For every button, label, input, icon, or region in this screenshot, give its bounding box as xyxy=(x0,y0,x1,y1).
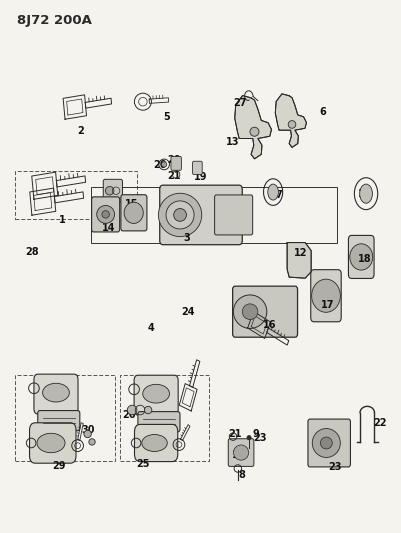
Text: 21: 21 xyxy=(166,171,180,181)
FancyBboxPatch shape xyxy=(228,439,253,466)
Ellipse shape xyxy=(43,383,69,402)
Text: 11: 11 xyxy=(357,189,370,199)
Text: 20: 20 xyxy=(166,155,180,165)
Ellipse shape xyxy=(124,202,143,223)
Polygon shape xyxy=(275,94,306,148)
Ellipse shape xyxy=(161,162,166,167)
Text: 25: 25 xyxy=(136,459,149,469)
Polygon shape xyxy=(234,95,271,159)
FancyBboxPatch shape xyxy=(214,195,252,235)
FancyBboxPatch shape xyxy=(307,419,350,467)
Ellipse shape xyxy=(242,304,257,319)
Ellipse shape xyxy=(173,208,186,221)
Bar xyxy=(120,375,209,461)
Text: 4: 4 xyxy=(147,322,154,333)
Ellipse shape xyxy=(102,211,109,218)
Text: 24: 24 xyxy=(181,306,194,317)
Text: 8: 8 xyxy=(238,470,245,480)
Bar xyxy=(91,187,336,243)
Ellipse shape xyxy=(359,184,371,203)
FancyBboxPatch shape xyxy=(134,424,177,462)
Text: 1: 1 xyxy=(59,215,66,225)
Ellipse shape xyxy=(158,193,201,237)
Text: 3: 3 xyxy=(183,233,190,244)
FancyBboxPatch shape xyxy=(91,197,119,232)
FancyBboxPatch shape xyxy=(159,185,242,245)
Ellipse shape xyxy=(311,279,340,312)
Ellipse shape xyxy=(97,205,114,223)
Ellipse shape xyxy=(233,295,266,328)
Text: 23: 23 xyxy=(253,433,266,443)
Text: 15: 15 xyxy=(125,199,138,209)
Text: 17: 17 xyxy=(320,300,333,310)
FancyBboxPatch shape xyxy=(138,411,180,432)
Ellipse shape xyxy=(105,187,113,195)
Ellipse shape xyxy=(142,434,167,451)
Ellipse shape xyxy=(312,429,340,457)
Text: 7: 7 xyxy=(275,190,282,200)
FancyBboxPatch shape xyxy=(232,286,297,337)
Ellipse shape xyxy=(288,120,295,128)
Text: 9: 9 xyxy=(252,429,259,439)
Ellipse shape xyxy=(166,201,194,229)
Text: 29: 29 xyxy=(52,461,65,471)
Ellipse shape xyxy=(233,445,248,460)
FancyBboxPatch shape xyxy=(192,161,202,174)
Ellipse shape xyxy=(37,433,65,453)
Text: 28: 28 xyxy=(25,247,38,256)
Text: 22: 22 xyxy=(373,418,386,429)
Text: 26: 26 xyxy=(122,410,135,421)
Ellipse shape xyxy=(142,384,169,403)
Text: 10: 10 xyxy=(231,450,244,460)
Ellipse shape xyxy=(249,127,258,136)
Text: 14: 14 xyxy=(102,223,115,233)
Text: 19: 19 xyxy=(193,172,207,182)
Ellipse shape xyxy=(144,406,152,414)
FancyBboxPatch shape xyxy=(121,195,146,231)
FancyBboxPatch shape xyxy=(34,374,78,414)
Ellipse shape xyxy=(127,405,136,415)
Text: 30: 30 xyxy=(81,425,95,435)
Polygon shape xyxy=(286,243,310,278)
Ellipse shape xyxy=(349,244,372,270)
Text: 2: 2 xyxy=(77,126,84,136)
FancyBboxPatch shape xyxy=(170,157,181,170)
Bar xyxy=(15,375,115,461)
Text: 21: 21 xyxy=(228,429,241,439)
Ellipse shape xyxy=(89,439,95,445)
Ellipse shape xyxy=(84,430,91,438)
Text: 20: 20 xyxy=(153,160,166,171)
Ellipse shape xyxy=(246,435,251,440)
FancyBboxPatch shape xyxy=(29,423,76,463)
Text: 23: 23 xyxy=(328,463,341,472)
Text: 6: 6 xyxy=(319,107,326,117)
Text: 13: 13 xyxy=(225,136,239,147)
FancyBboxPatch shape xyxy=(348,236,373,278)
Text: 18: 18 xyxy=(357,254,371,263)
FancyBboxPatch shape xyxy=(103,179,122,202)
Ellipse shape xyxy=(320,437,332,449)
Text: 12: 12 xyxy=(293,248,306,258)
Bar xyxy=(15,171,137,219)
Text: 16: 16 xyxy=(263,320,276,330)
FancyBboxPatch shape xyxy=(38,410,80,431)
Text: 27: 27 xyxy=(233,98,246,108)
Ellipse shape xyxy=(267,184,278,200)
FancyBboxPatch shape xyxy=(134,375,178,415)
FancyBboxPatch shape xyxy=(310,270,340,322)
Text: 8J72 200A: 8J72 200A xyxy=(17,14,91,27)
Text: 5: 5 xyxy=(163,111,170,122)
